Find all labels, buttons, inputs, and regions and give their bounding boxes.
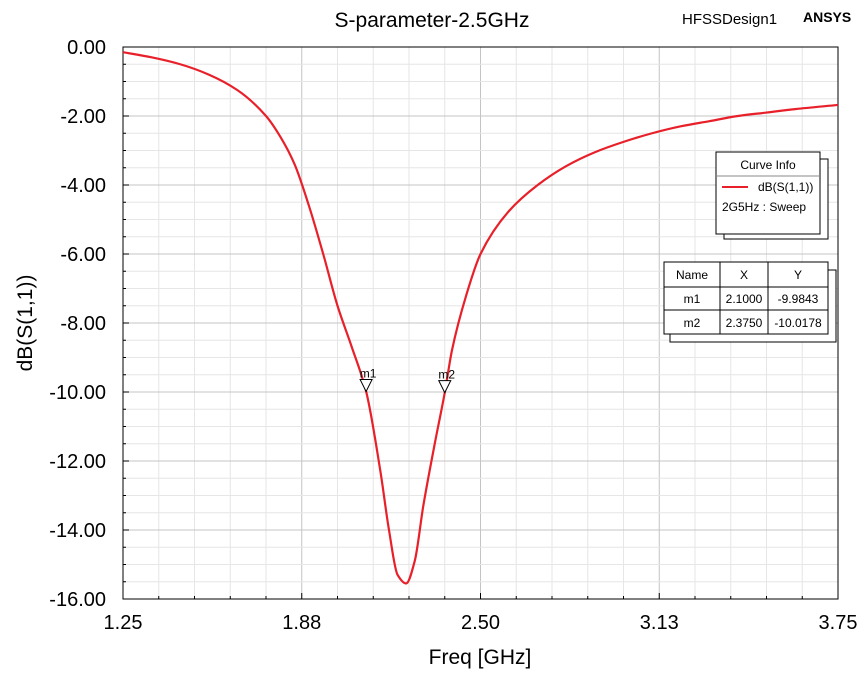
ansys-logo: ANSYS — [803, 9, 851, 25]
x-tick-label: 3.75 — [819, 612, 858, 634]
table-header-y: Y — [794, 268, 802, 282]
y-tick-label: 0.00 — [67, 37, 106, 59]
y-tick-label: -12.00 — [49, 451, 106, 473]
legend-subtitle: 2G5Hz : Sweep — [722, 200, 806, 214]
table-cell-m2-x: 2.3750 — [726, 316, 763, 330]
table-cell-m1-name: m1 — [684, 292, 701, 306]
x-tick-label: 2.50 — [461, 612, 500, 634]
table-box — [663, 261, 829, 335]
legend-entry: dB(S(1,1)) — [758, 180, 813, 194]
x-tick-label: 1.88 — [282, 612, 321, 634]
y-tick-label: -14.00 — [49, 520, 106, 542]
table-cell-m1-y: -9.9843 — [778, 292, 819, 306]
table-cell-m2-y: -10.0178 — [774, 316, 822, 330]
axis-ticks: 1.25 1.88 2.50 3.13 3.75 0.00 -2.00 -4.00 -6.00 -… — [49, 37, 857, 634]
y-tick-label: -4.00 — [60, 175, 106, 197]
y-tick-label: -8.00 — [60, 313, 106, 335]
chart-title: S-parameter-2.5GHz — [335, 9, 530, 32]
x-tick-label: 1.25 — [104, 612, 143, 634]
table-header-x: X — [740, 268, 748, 282]
series-line-s11 — [122, 51, 839, 585]
y-axis-label: dB(S(1,1)) — [14, 275, 37, 372]
table-cell-m2-name: m2 — [684, 316, 701, 330]
marker-m2-label: m2 — [438, 368, 455, 382]
y-tick-label: -10.00 — [49, 382, 106, 404]
y-tick-label: -2.00 — [60, 106, 106, 128]
design-name: HFSSDesign1 — [682, 11, 777, 28]
table-cell-m1-x: 2.1000 — [726, 292, 763, 306]
marker-m1-triangle — [359, 378, 373, 393]
marker-table[interactable]: Name X Y m1 2.1000 -9.9843 m2 2.3750 -10… — [663, 261, 837, 343]
marker-m1-label: m1 — [360, 366, 377, 380]
table-header-name: Name — [676, 268, 708, 282]
legend-title: Curve Info — [740, 158, 796, 172]
curve-info-legend[interactable]: Curve Info dB(S(1,1)) 2G5Hz : Sweep — [715, 151, 829, 240]
y-tick-label: -16.00 — [49, 589, 106, 611]
legend-box — [715, 151, 821, 235]
y-tick-label: -6.00 — [60, 244, 106, 266]
x-tick-label: 3.13 — [640, 612, 679, 634]
marker-group: m1 m2 — [359, 366, 455, 394]
marker-m2-triangle — [437, 380, 452, 394]
x-axis-label: Freq [GHz] — [429, 646, 532, 669]
curve-group — [122, 51, 839, 585]
